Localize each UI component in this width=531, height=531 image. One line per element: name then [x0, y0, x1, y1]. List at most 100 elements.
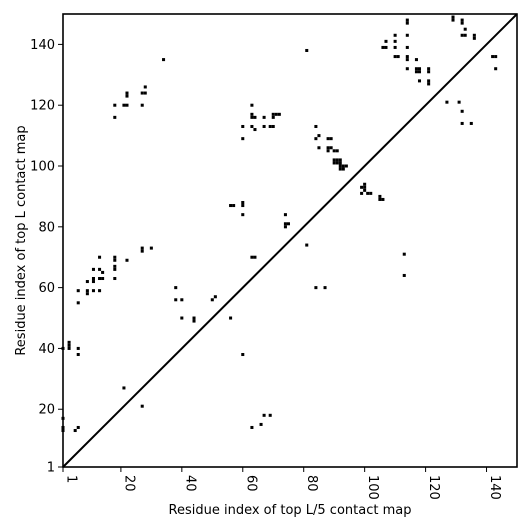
contact-point — [253, 115, 257, 119]
diagonal-line — [62, 13, 518, 468]
contact-point — [174, 298, 178, 302]
contact-point — [113, 258, 117, 262]
contact-point — [332, 161, 336, 165]
y-tick-label: 60 — [38, 281, 55, 296]
contact-point — [143, 91, 147, 95]
contact-point — [192, 319, 196, 323]
contact-point — [460, 21, 464, 25]
contact-point — [445, 100, 449, 104]
contact-point — [140, 404, 144, 408]
contact-point — [405, 58, 409, 62]
contact-point — [113, 103, 117, 107]
contact-point — [241, 200, 245, 205]
contact-point — [98, 276, 102, 281]
contact-point — [405, 33, 409, 37]
contact-point — [250, 115, 254, 119]
contact-point — [241, 124, 245, 128]
contact-point — [67, 343, 71, 347]
contact-point — [329, 137, 333, 141]
contact-point — [451, 18, 455, 22]
contact-point — [122, 386, 126, 390]
contact-point — [405, 55, 409, 59]
x-tick-label: 40 — [182, 475, 197, 492]
contact-point — [335, 158, 339, 162]
contact-point — [338, 164, 342, 168]
x-axis-label: Residue index of top L/5 contact map — [169, 503, 412, 518]
contact-point — [341, 164, 345, 168]
contact-point — [113, 264, 117, 268]
x-tick-label: 80 — [304, 475, 319, 492]
contact-point — [363, 182, 367, 186]
points-layer — [61, 15, 498, 433]
y-axis-label: Residue index of top L contact map — [14, 125, 29, 355]
contact-point — [76, 289, 80, 293]
contact-point — [253, 128, 257, 132]
contact-point — [393, 45, 397, 49]
x-tick-label: 100 — [365, 475, 380, 500]
contact-point — [317, 134, 321, 138]
contact-point — [268, 124, 272, 128]
contact-point — [262, 124, 266, 128]
x-tick-label: 140 — [487, 475, 502, 500]
contact-point — [85, 280, 89, 284]
contact-point — [140, 91, 144, 95]
contact-point — [140, 103, 144, 107]
contact-point — [457, 100, 461, 104]
contact-point — [149, 246, 153, 250]
contact-point — [113, 255, 117, 259]
contact-point — [414, 70, 418, 74]
contact-point — [143, 85, 147, 89]
contact-point — [384, 39, 388, 43]
contact-point — [241, 353, 245, 357]
contact-point — [122, 103, 126, 107]
contact-point — [210, 298, 214, 302]
contact-point — [363, 188, 367, 192]
contact-point — [427, 79, 431, 83]
contact-point — [335, 149, 339, 153]
contact-point — [360, 191, 364, 195]
contact-point — [338, 158, 342, 162]
contact-point — [162, 58, 166, 62]
contact-point — [113, 276, 117, 281]
contact-point — [469, 121, 473, 125]
contact-point — [314, 286, 318, 290]
contact-point — [494, 55, 498, 59]
contact-point — [314, 137, 318, 141]
contact-point — [259, 422, 263, 426]
x-tick-label: 20 — [121, 475, 136, 492]
contact-point — [98, 267, 102, 271]
contact-point — [332, 158, 336, 162]
y-tick-label: 40 — [38, 342, 55, 357]
contact-point — [384, 45, 388, 49]
contact-point — [363, 185, 367, 189]
contact-point — [140, 249, 144, 253]
contact-point — [229, 316, 233, 320]
contact-point — [174, 286, 178, 290]
contact-point — [460, 18, 464, 22]
contact-point — [271, 115, 275, 119]
contact-point — [405, 18, 409, 22]
plot-frame — [62, 13, 518, 468]
contact-point — [241, 204, 245, 208]
contact-point — [305, 48, 309, 52]
contact-point — [378, 194, 382, 198]
contact-point — [472, 36, 476, 40]
contact-point — [192, 316, 196, 320]
x-tick-label: 120 — [426, 475, 441, 500]
contact-point — [262, 115, 266, 119]
contact-point — [250, 124, 254, 128]
contact-point — [341, 167, 345, 171]
contact-point — [366, 191, 370, 195]
contact-point — [125, 91, 129, 95]
contact-point — [317, 146, 321, 150]
contact-point — [491, 55, 495, 59]
contact-point — [286, 222, 290, 226]
contact-point — [250, 425, 254, 429]
y-tick-label: 100 — [30, 160, 55, 175]
contact-point — [274, 112, 278, 116]
contact-point — [360, 185, 364, 189]
contact-point — [113, 267, 117, 271]
contact-point — [417, 79, 422, 83]
contact-point — [427, 70, 431, 74]
